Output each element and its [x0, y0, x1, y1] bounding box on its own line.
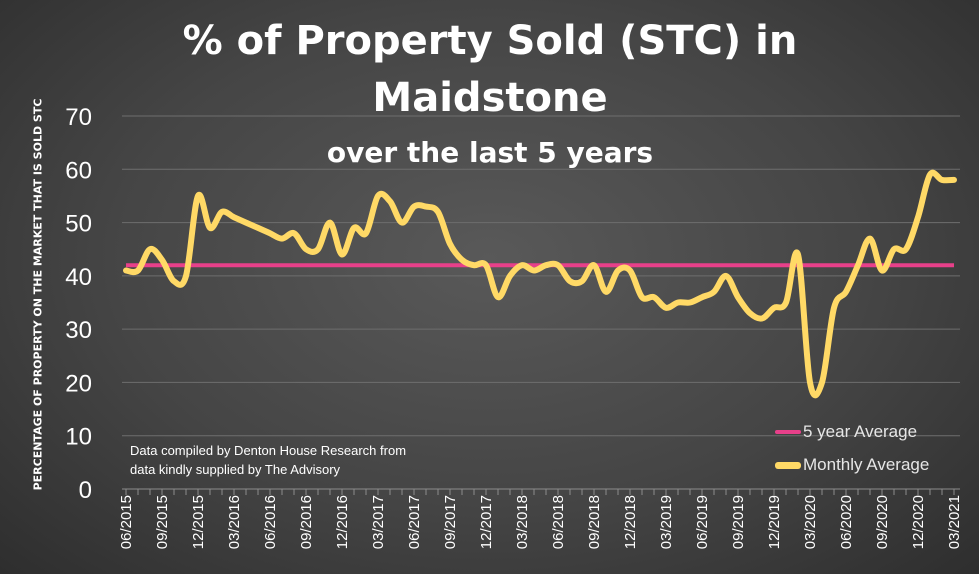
x-tick-label: 12/2015: [190, 495, 207, 549]
y-tick-label: 60: [65, 157, 92, 184]
y-axis-label: PERCENTAGE OF PROPERTY ON THE MARKET THA…: [31, 98, 45, 491]
y-tick-label: 70: [65, 104, 92, 131]
x-tick-label: 12/2016: [334, 495, 351, 549]
legend-item-5-year-average: 5 year Average: [775, 422, 917, 442]
x-tick-label: 06/2016: [262, 495, 279, 549]
x-tick-label: 12/2017: [478, 495, 495, 549]
source-note-line-2: data kindly supplied by The Advisory: [130, 462, 341, 477]
legend-label-5-year-average: 5 year Average: [803, 422, 918, 441]
x-tick-label: 09/2020: [874, 495, 891, 549]
y-tick-label: 10: [65, 424, 92, 451]
x-tick-label: 06/2019: [694, 495, 711, 549]
x-tick-label: 03/2021: [946, 495, 963, 549]
x-tick-label: 06/2017: [406, 495, 423, 549]
x-tick-label: 06/2018: [550, 495, 567, 549]
y-tick-label: 30: [65, 317, 92, 344]
x-tick-label: 09/2017: [442, 495, 459, 549]
x-tick-label: 06/2015: [118, 495, 135, 549]
chart-title-line-2: Maidstone: [372, 75, 608, 121]
chart-subtitle: over the last 5 years: [326, 136, 654, 169]
legend-swatch-monthly-average: [775, 461, 801, 469]
x-tick-label: 12/2020: [910, 495, 927, 549]
y-tick-label: 0: [79, 477, 92, 504]
source-note: Data compiled by Denton House Research f…: [130, 441, 440, 479]
y-tick-label: 20: [65, 370, 92, 397]
x-tick-label: 03/2019: [658, 495, 675, 549]
x-tick-label: 09/2016: [298, 495, 315, 549]
x-tick-label: 03/2016: [226, 495, 243, 549]
y-tick-label: 50: [65, 211, 92, 238]
x-tick-label: 06/2020: [838, 495, 855, 549]
x-tick-label: 03/2017: [370, 495, 387, 549]
source-note-line-1: Data compiled by Denton House Research f…: [130, 443, 407, 458]
legend-swatch-5-year-average: [775, 430, 801, 434]
x-tick-label: 03/2020: [802, 495, 819, 549]
legend-label-monthly-average: Monthly Average: [803, 455, 930, 474]
legend-item-monthly-average: Monthly Average: [775, 455, 929, 475]
x-tick-label: 09/2015: [154, 495, 171, 549]
x-tick-label: 12/2019: [766, 495, 783, 549]
x-tick-label: 03/2018: [514, 495, 531, 549]
x-tick-label: 12/2018: [622, 495, 639, 549]
chart-title: % of Property Sold (STC) in: [182, 18, 798, 64]
x-tick-label: 09/2018: [586, 495, 603, 549]
y-tick-label: 40: [65, 264, 92, 291]
series-line-monthly-average: [123, 169, 957, 399]
x-tick-label: 09/2019: [730, 495, 747, 549]
